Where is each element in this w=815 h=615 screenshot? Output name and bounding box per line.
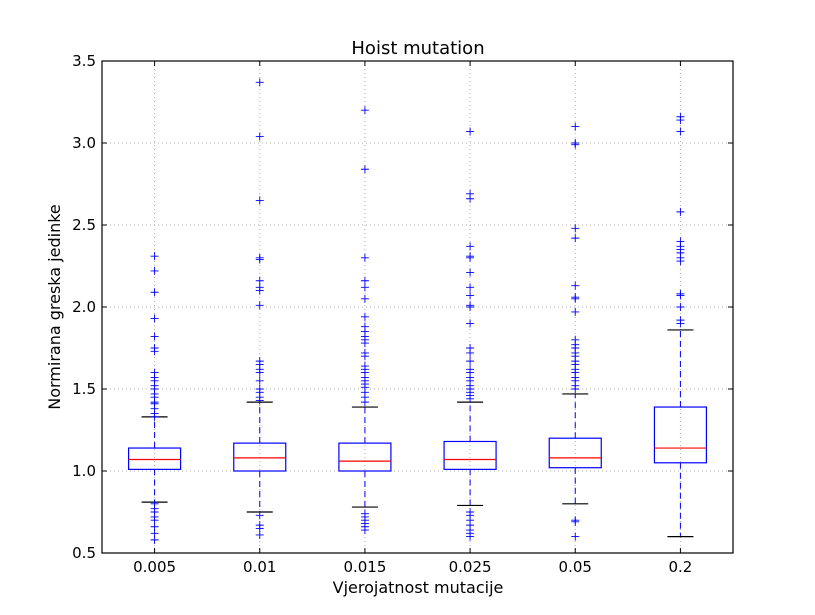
y-tick-label: 3.5 (72, 52, 96, 70)
outlier-point (466, 319, 475, 328)
outlier-point (255, 196, 264, 205)
x-tick-label: 0.01 (243, 558, 276, 576)
outlier-point (360, 276, 369, 285)
outlier-point (150, 266, 159, 275)
outlier-point (466, 283, 475, 292)
y-tick-label: 0.5 (72, 544, 96, 562)
outlier-point (571, 281, 580, 290)
outlier-point (676, 207, 685, 216)
box-iqr (233, 442, 287, 472)
box-0.015 (338, 106, 392, 535)
outlier-point (571, 139, 580, 147)
outlier-point (466, 291, 475, 300)
outlier-point (466, 301, 475, 310)
outlier-point (571, 307, 580, 316)
box-0.2 (653, 112, 708, 538)
outlier-point (466, 242, 475, 251)
outlier-point (255, 301, 264, 310)
outlier-point (466, 365, 475, 374)
box-iqr (653, 406, 708, 464)
box-iqr (127, 447, 182, 470)
outlier-point (360, 322, 369, 331)
outlier-point (676, 127, 685, 136)
y-axis-label: Normirana greska jedinke (45, 204, 64, 410)
y-tick-label: 2.0 (72, 298, 96, 316)
outlier-point (571, 122, 580, 131)
outlier-point (255, 530, 264, 539)
outlier-point (571, 224, 580, 233)
box-iqr (338, 442, 392, 472)
outlier-point (466, 532, 475, 541)
chart-title: Hoist mutation (351, 38, 484, 59)
ticks-group: 0.5 1.0 1.5 2.0 2.5 3.0 3.5 0.005 0.01 0.015 0.025… (72, 52, 733, 576)
outlier-point (360, 362, 369, 371)
outlier-point (571, 335, 580, 344)
outlier-point (571, 532, 580, 541)
box-0.01 (233, 78, 287, 539)
outlier-point (466, 127, 475, 136)
box-0.025 (443, 127, 497, 541)
y-tick-label: 3.0 (72, 134, 96, 152)
outlier-point (360, 294, 369, 303)
y-tick-label: 1.5 (72, 380, 96, 398)
outlier-point (676, 316, 685, 325)
outlier-point (150, 314, 159, 323)
outlier-point (571, 293, 580, 302)
outlier-point (360, 106, 369, 115)
outlier-point (676, 289, 685, 298)
box-iqr (548, 437, 602, 469)
outlier-point (571, 517, 580, 526)
outlier-point (466, 268, 475, 277)
outlier-point (150, 288, 159, 297)
x-tick-label: 0.015 (343, 558, 386, 576)
x-tick-label: 0.025 (449, 558, 492, 576)
outlier-point (676, 303, 685, 311)
outlier-point (676, 237, 685, 246)
outlier-point (255, 376, 264, 385)
outlier-point (150, 368, 159, 377)
outlier-point (150, 252, 159, 261)
outlier-point (360, 165, 369, 174)
box-iqr (443, 440, 497, 470)
x-tick-label: 0.05 (559, 558, 592, 576)
outlier-point (466, 189, 475, 198)
y-tick-label: 2.5 (72, 216, 96, 234)
outlier-point (676, 112, 685, 121)
outlier-point (360, 253, 369, 262)
outlier-point (360, 526, 369, 535)
outlier-point (255, 78, 264, 87)
outlier-point (360, 312, 369, 321)
outlier-point (571, 234, 580, 243)
x-tick-label: 0.2 (668, 558, 692, 576)
boxes-group (127, 78, 708, 544)
x-axis-label: Vjerojatnost mutacije (333, 578, 504, 597)
box-0.005 (127, 252, 182, 544)
outlier-point (150, 332, 159, 341)
outlier-point (255, 253, 264, 262)
outlier-point (150, 344, 159, 352)
outlier-point (255, 132, 264, 141)
outlier-point (255, 357, 264, 366)
outlier-point (150, 535, 159, 544)
y-tick-label: 1.0 (72, 462, 96, 480)
box-0.05 (548, 122, 602, 541)
outlier-point (360, 348, 369, 357)
outlier-point (255, 385, 264, 393)
outlier-point (466, 357, 475, 366)
outlier-point (466, 344, 475, 352)
outlier-point (255, 511, 264, 520)
outlier-point (255, 276, 264, 285)
x-tick-label: 0.005 (133, 558, 176, 576)
outlier-point (466, 252, 475, 261)
